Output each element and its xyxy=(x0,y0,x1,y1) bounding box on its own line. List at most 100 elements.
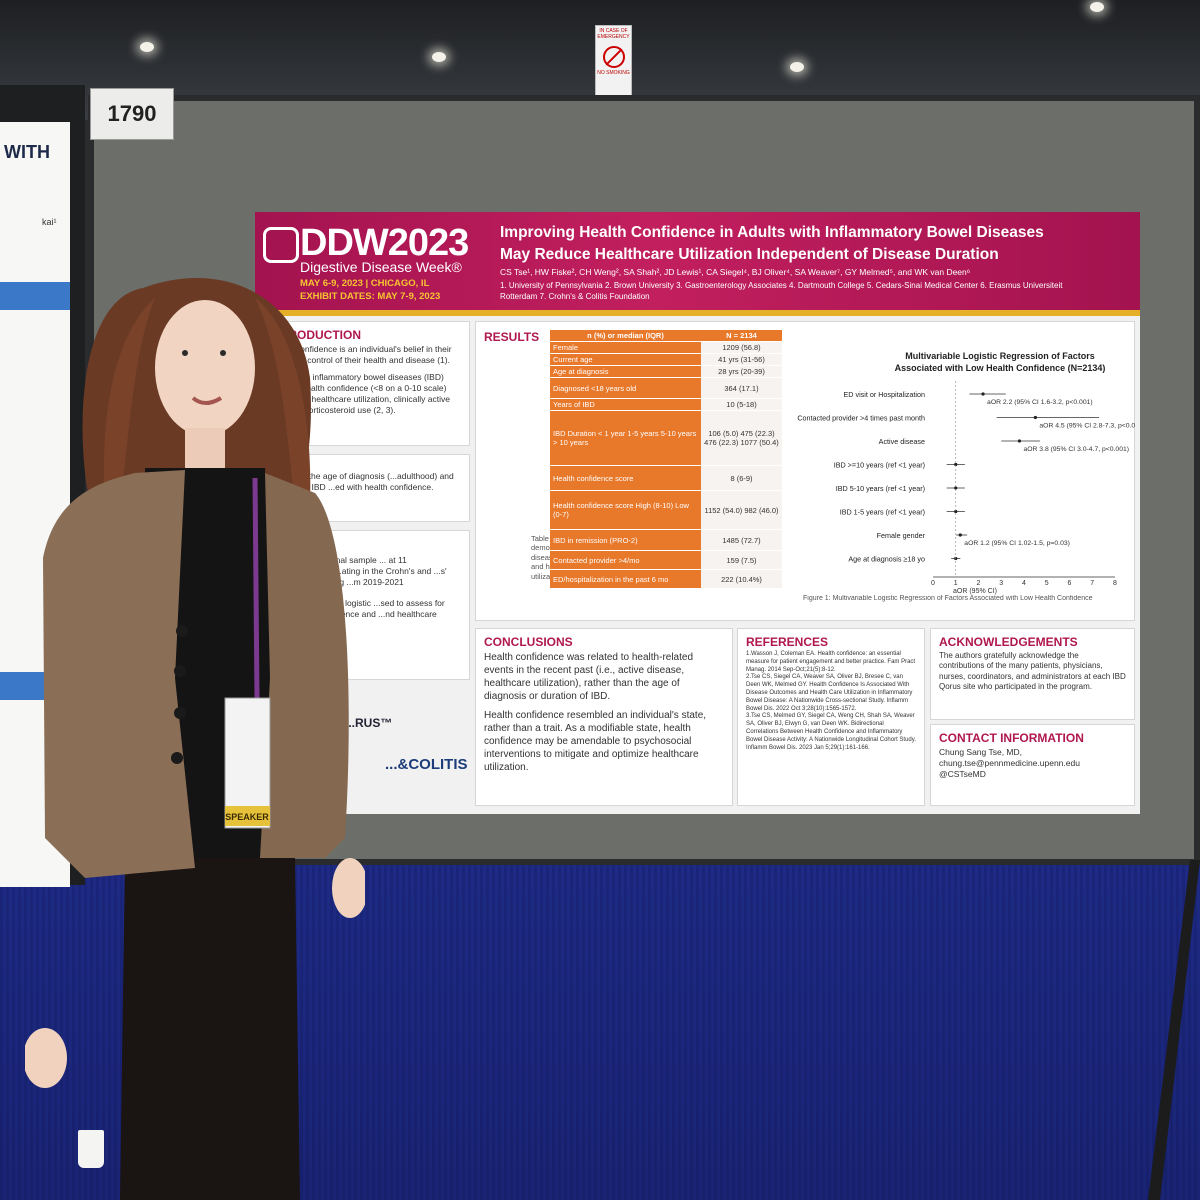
neck xyxy=(185,428,225,468)
table-cell: 159 (7.5) xyxy=(701,550,782,570)
acknowledgements-panel: ACKNOWLEDGEMENTS The authors gratefully … xyxy=(930,628,1135,720)
forest-point xyxy=(1017,439,1022,443)
table-cell: 222 (10.4%) xyxy=(701,569,782,589)
forest-row-label: Contacted provider >4 times past month xyxy=(797,414,925,423)
forest-xlabel: aOR (95% CI) xyxy=(953,588,997,595)
table-cell: Diagnosed <18 years old xyxy=(550,377,701,399)
table-cell: 364 (17.1) xyxy=(701,377,782,399)
ddw-dates: MAY 6-9, 2023 | CHICAGO, IL xyxy=(300,278,430,289)
table-cell: 1152 (54.0) 982 (46.0) xyxy=(701,490,782,530)
forest-row-note: aOR 4.5 (95% CI 2.8-7.3, p<0.001) xyxy=(1039,423,1135,430)
forest-tick-label: 4 xyxy=(1022,580,1026,587)
table-row: Female 1209 (56.8) xyxy=(550,341,782,354)
sign-text: NO SMOKING xyxy=(597,70,630,76)
jacket-right xyxy=(260,473,349,858)
neighbour-poster-band xyxy=(0,282,70,310)
table-cell: IBD Duration < 1 year 1-5 years 5-10 yea… xyxy=(550,410,701,466)
forest-axis: 0 1 2 3 4 5 6 7 8 xyxy=(931,381,1117,587)
stand-leg-bar xyxy=(1148,860,1200,1200)
results-title: RESULTS xyxy=(484,330,540,344)
forest-point xyxy=(954,509,958,514)
ceiling-light xyxy=(790,62,804,72)
left-hand xyxy=(25,1028,67,1088)
table-row: IBD Duration < 1 year 1-5 years 5-10 yea… xyxy=(550,410,782,466)
conclusions-text: Health confidence was related to health-… xyxy=(484,652,694,702)
neighbour-poster-author: kai¹ xyxy=(42,217,57,227)
table-cell: Health confidence score xyxy=(550,465,701,491)
table-cell: 1485 (72.7) xyxy=(701,529,782,551)
booth-number: 1790 xyxy=(90,88,174,140)
ceiling-light xyxy=(432,52,446,62)
forest-row-label: IBD 1-5 years (ref <1 year) xyxy=(840,508,925,517)
jacket-button xyxy=(176,625,188,637)
research-poster: DDW2023 Digestive Disease Week® MAY 6-9,… xyxy=(255,212,1140,814)
references-panel: REFERENCES 1.Wasson J, Coleman EA. Healt… xyxy=(737,628,925,806)
table-cell: 28 yrs (20-39) xyxy=(701,365,782,378)
forest-row-note: aOR 3.8 (95% CI 3.0-4.7, p<0.001) xyxy=(1023,446,1129,453)
poster-banner: DDW2023 Digestive Disease Week® MAY 6-9,… xyxy=(255,212,1140,310)
forest-caption-wrap: Figure 1: Multivariable Logistic Regress… xyxy=(803,595,1093,602)
forest-point xyxy=(954,462,958,467)
poster-affiliations: Rotterdam 7. Crohn's & Colitis Foundatio… xyxy=(500,292,650,301)
forest-rows: ED visit or Hospitalization aOR 2.2 (95% … xyxy=(797,390,1135,564)
jacket-button xyxy=(174,707,186,719)
jacket-button xyxy=(171,752,183,764)
forest-row-label: Age at diagnosis ≥18 yo xyxy=(848,555,925,564)
table-cell: 1209 (56.8) xyxy=(701,341,782,354)
hair xyxy=(103,298,155,508)
no-smoking-icon xyxy=(602,46,625,68)
forest-title: Associated with Low Health Confidence (N… xyxy=(895,363,1106,373)
ddw-exhibit-dates: EXHIBIT DATES: MAY 7-9, 2023 xyxy=(300,291,441,302)
forest-row-label: IBD 5-10 years (ref <1 year) xyxy=(836,484,925,493)
references-title: REFERENCES xyxy=(746,635,829,649)
ddw-subtitle: Digestive Disease Week® xyxy=(300,259,462,275)
forest-row-label: ED visit or Hospitalization xyxy=(844,390,926,399)
ceiling-light xyxy=(140,42,154,52)
contact-name: Chung Sang Tse, MD, xyxy=(939,747,1022,757)
presenter: SPEAKER xyxy=(25,278,365,1200)
forest-point xyxy=(954,486,958,490)
table-header-cell: n (%) or median (IQR) xyxy=(550,330,701,342)
eye xyxy=(182,350,188,356)
forest-row-note: aOR 2.2 (95% CI 1.6-3.2, p<0.001) xyxy=(987,399,1093,406)
table-row: Years of IBD 10 (5-18) xyxy=(550,398,782,411)
table-cell: Contacted provider >4/mo xyxy=(550,550,701,570)
table-row: Health confidence score 8 (6-9) xyxy=(550,465,782,491)
hair xyxy=(255,298,311,508)
ddw-logo-icon xyxy=(263,227,299,263)
acknowledgements-text: The authors gratefully acknowledge the c… xyxy=(939,651,1126,692)
forest-tick-label: 6 xyxy=(1068,580,1072,587)
stand-leg xyxy=(1148,860,1200,1200)
table-header-row: n (%) or median (IQR) N = 2134 xyxy=(550,330,782,342)
right-hand xyxy=(332,858,365,918)
introduction-text: Health confidence is an individual's bel… xyxy=(269,344,452,366)
forest-point xyxy=(1033,415,1037,420)
table-row: Current age 41 yrs (31-56) xyxy=(550,353,782,366)
conclusions-title: CONCLUSIONS xyxy=(484,635,573,649)
introduction-text: Adults with inflammatory bowel diseases … xyxy=(269,372,450,416)
contact-panel: CONTACT INFORMATION Chung Sang Tse, MD, … xyxy=(930,724,1135,806)
table-row: Contacted provider >4/mo 159 (7.5) xyxy=(550,550,782,570)
forest-tick-label: 8 xyxy=(1113,580,1117,587)
forest-caption: Figure 1: Multivariable Logistic Regress… xyxy=(803,595,1093,602)
forest-point xyxy=(981,392,985,396)
forest-row-label: IBD >=10 years (ref <1 year) xyxy=(834,461,925,470)
skirt xyxy=(120,858,300,1200)
poster-title-line2: May Reduce Healthcare Utilization Indepe… xyxy=(500,246,999,263)
speaker-label: SPEAKER xyxy=(225,812,269,822)
conclusions-panel: CONCLUSIONS Health confidence was relate… xyxy=(475,628,733,806)
smile xyxy=(191,396,223,405)
table-cell: 8 (6-9) xyxy=(701,465,782,491)
forest-row-note: aOR 1.2 (95% CI 1.02-1.5, p=0.03) xyxy=(964,540,1070,547)
neighbour-poster-title: WITH xyxy=(4,142,50,162)
poster-authors: CS Tse¹, HW Fiske², CH Weng², SA Shah², … xyxy=(500,267,971,277)
forest-row-label: Active disease xyxy=(879,437,925,446)
paper-cup xyxy=(78,1130,104,1168)
table-row: IBD in remission (PRO-2) 1485 (72.7) xyxy=(550,529,782,551)
reference-item: 2.Tse CS, Siegel CA, Weaver SA, Oliver B… xyxy=(746,674,913,712)
table-cell: Years of IBD xyxy=(550,398,701,411)
aim-text: ...whether the age of diagnosis (...adul… xyxy=(269,471,454,493)
forest-tick-label: 2 xyxy=(977,580,981,587)
reference-item: 3.Tse CS, Melmed GY, Siegel CA, Weng CH,… xyxy=(746,713,916,751)
table-cell: Health confidence score High (8-10) Low … xyxy=(550,490,701,530)
